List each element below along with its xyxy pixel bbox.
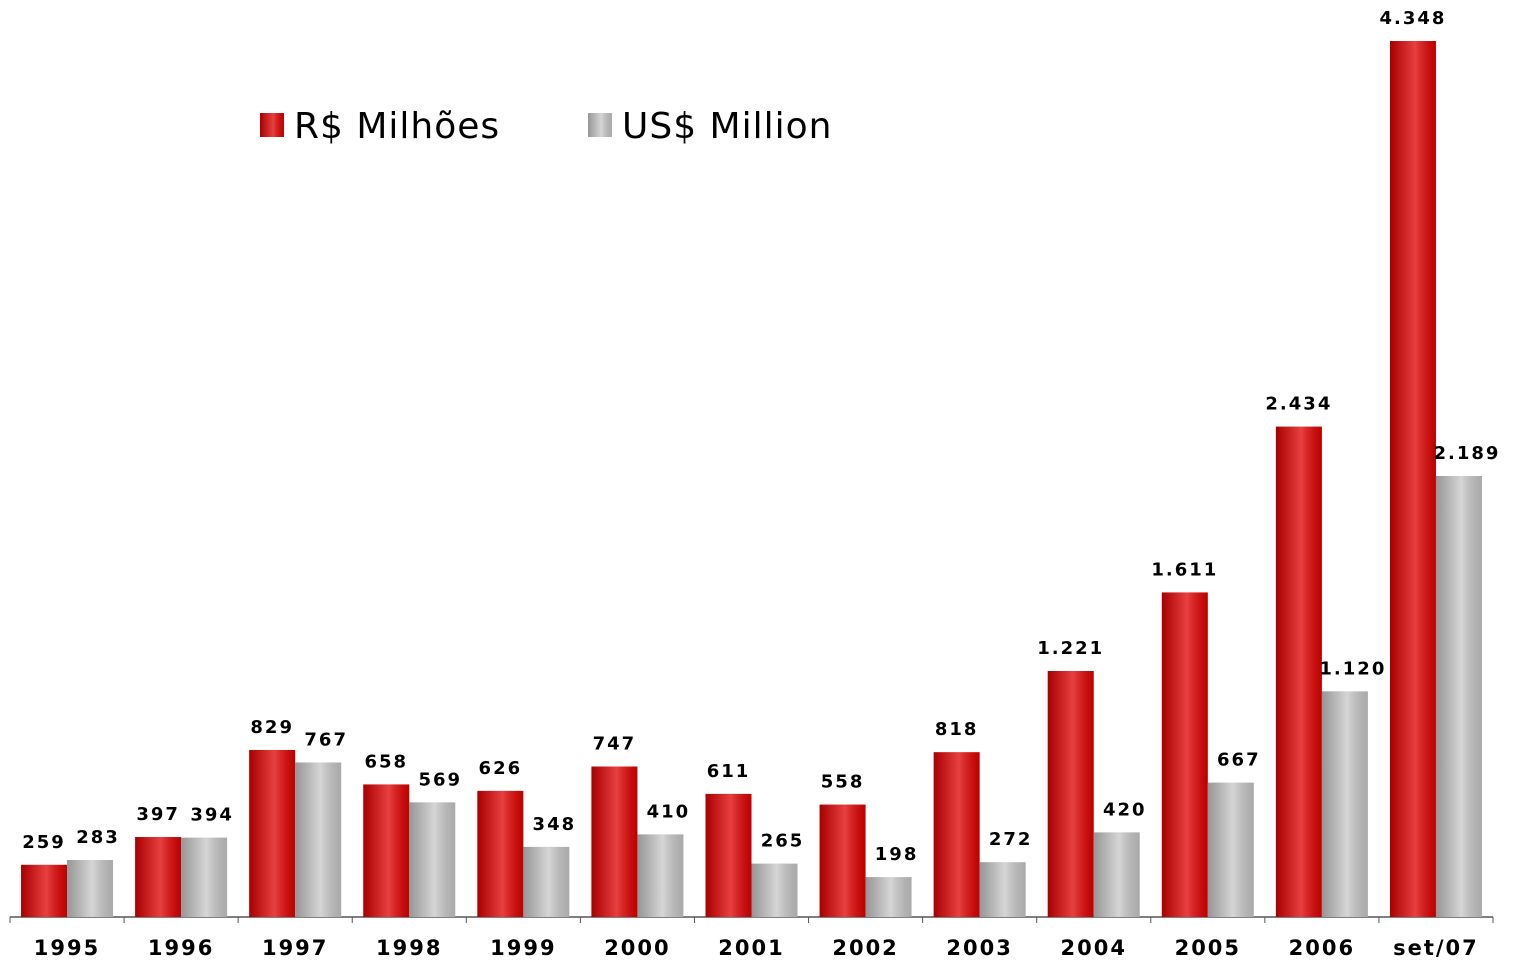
value-label: 658 — [364, 751, 408, 772]
bar-shine — [1207, 782, 1254, 917]
bar-shine — [477, 790, 524, 917]
bar-shine — [181, 837, 228, 917]
bar-shine — [591, 766, 638, 917]
value-label: 265 — [761, 831, 805, 852]
value-label: 4.348 — [1379, 8, 1446, 29]
value-label: 198 — [875, 844, 919, 865]
bar-shine — [705, 793, 752, 917]
bar-shine — [1093, 832, 1140, 917]
bar-shine — [979, 862, 1026, 917]
value-label: 1.611 — [1151, 559, 1218, 580]
x-tick-label: 1999 — [490, 936, 556, 960]
bar-shine — [249, 749, 296, 917]
legend-shine — [260, 113, 284, 137]
x-tick-label: 2003 — [946, 936, 1012, 960]
legend-shine — [588, 113, 612, 137]
value-label: 818 — [935, 719, 979, 740]
value-label: 397 — [136, 804, 180, 825]
x-tick-label: 2001 — [718, 936, 784, 960]
value-label: 283 — [76, 827, 120, 848]
bar-shine — [819, 804, 866, 917]
bar-shine — [1047, 671, 1094, 917]
value-label: 420 — [1103, 799, 1147, 820]
bar-shine — [363, 784, 410, 917]
bar-shine — [1275, 426, 1322, 917]
value-label: 569 — [418, 769, 462, 790]
x-tick-label: set/07 — [1393, 936, 1479, 960]
value-label: 767 — [304, 729, 348, 750]
bar-shine — [865, 877, 912, 917]
bar-shine — [1389, 41, 1436, 917]
value-label: 410 — [647, 801, 691, 822]
x-tick-label: 2006 — [1289, 936, 1355, 960]
bar-shine — [523, 846, 570, 917]
value-label: 2.189 — [1433, 443, 1500, 464]
x-tick-label: 2000 — [604, 936, 670, 960]
value-label: 1.221 — [1037, 638, 1104, 659]
value-label: 611 — [707, 761, 751, 782]
value-label: 558 — [821, 772, 865, 793]
bar-shine — [1435, 475, 1482, 917]
value-label: 747 — [593, 734, 637, 755]
bar-shine — [637, 834, 684, 917]
bar-shine — [751, 863, 798, 917]
bar-shine — [933, 752, 980, 917]
legend-label: US$ Million — [622, 106, 832, 147]
bar-shine — [21, 864, 68, 917]
value-label: 2.434 — [1265, 394, 1332, 415]
x-tick-label: 1995 — [34, 936, 100, 960]
value-label: 259 — [22, 832, 66, 853]
bar-shine — [135, 837, 182, 917]
bar-shine — [409, 802, 456, 917]
bar-shine — [1321, 691, 1368, 917]
value-label: 272 — [989, 829, 1033, 850]
bar-shine — [1161, 592, 1208, 917]
x-tick-label: 1997 — [262, 936, 328, 960]
value-label: 348 — [533, 814, 577, 835]
value-label: 1.120 — [1319, 658, 1386, 679]
value-label: 626 — [479, 758, 523, 779]
x-tick-label: 2004 — [1061, 936, 1127, 960]
bar-shine — [67, 859, 114, 917]
value-label: 394 — [190, 805, 234, 826]
x-tick-label: 2002 — [832, 936, 898, 960]
x-tick-label: 1996 — [148, 936, 214, 960]
x-tick-label: 1998 — [376, 936, 442, 960]
x-tick-label: 2005 — [1175, 936, 1241, 960]
legend-label: R$ Milhões — [294, 106, 500, 147]
value-label: 667 — [1217, 750, 1261, 771]
bar-shine — [295, 762, 342, 917]
value-label: 829 — [250, 717, 294, 738]
